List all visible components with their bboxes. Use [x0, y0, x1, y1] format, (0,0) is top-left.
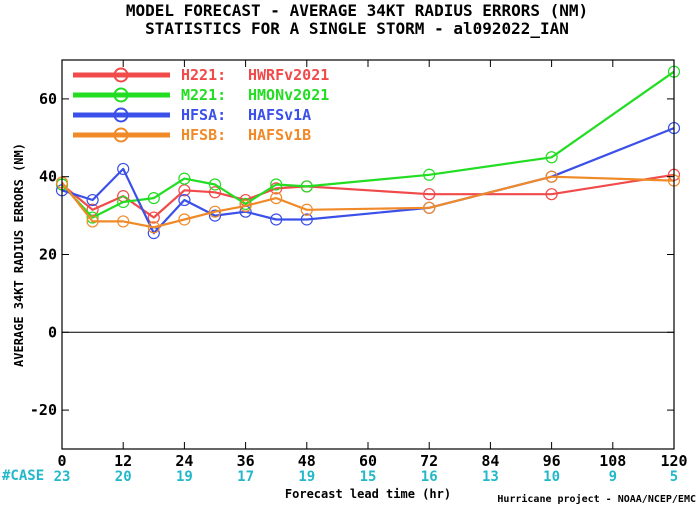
- case-count: 20: [115, 469, 132, 485]
- legend-swatch-marker: [113, 67, 129, 83]
- y-axis-title: AVERAGE 34KT RADIUS ERRORS (NM): [12, 143, 26, 367]
- series-2-point: [300, 213, 313, 226]
- axes: -20 0 20 40 60 0 12 24 36 48 60 72 84 96 108 120 23 20 19 1…: [30, 59, 688, 485]
- x-tick-label: 72: [420, 452, 438, 470]
- x-tick-label: 0: [57, 452, 66, 470]
- legend-model-code: M221:: [181, 86, 226, 104]
- x-tick-label: 108: [599, 452, 626, 470]
- series-group: [55, 65, 681, 240]
- series-1-point: [86, 211, 99, 224]
- series-3-point: [208, 205, 222, 218]
- case-count: 19: [298, 469, 315, 485]
- series-3-point: [178, 213, 191, 226]
- series-2-point: [270, 213, 283, 226]
- legend-item-0: H221: HWRFv2021: [73, 66, 329, 84]
- series-3-point: [86, 215, 99, 228]
- legend-model-name: HMONv2021: [248, 86, 329, 104]
- series-3-point: [300, 203, 313, 216]
- case-count: 13: [482, 469, 499, 485]
- x-tick-label: 12: [114, 452, 132, 470]
- series-3-point: [423, 201, 436, 214]
- x-tick-label: 60: [359, 452, 377, 470]
- x-tick-label: 36: [237, 452, 255, 470]
- x-tick-label: 48: [298, 452, 316, 470]
- credit-text: Hurricane project - NOAA/NCEP/EMC: [497, 493, 696, 505]
- series-0-point: [545, 188, 558, 201]
- x-tick-label: 24: [175, 452, 193, 470]
- legend-swatch-marker: [113, 127, 129, 143]
- legend-item-2: HFSA: HAFSv1A: [73, 106, 311, 124]
- legend-model-code: HFSA:: [181, 106, 226, 124]
- series-2-point: [208, 209, 222, 222]
- series-1-point: [208, 178, 222, 191]
- case-count: 9: [609, 469, 617, 485]
- series-1-point: [270, 178, 283, 191]
- series-0-point: [178, 184, 191, 197]
- legend: H221: HWRFv2021 M221: HMONv2021 HFSA: HAFSv1A…: [73, 66, 329, 144]
- chart-subtitle: STATISTICS FOR A SINGLE STORM - al092022…: [145, 19, 569, 38]
- series-2-point: [117, 162, 130, 176]
- x-tick-label: 120: [660, 452, 687, 470]
- chart-title: MODEL FORECAST - AVERAGE 34KT RADIUS ERR…: [126, 1, 588, 20]
- legend-model-name: HAFSv1B: [248, 126, 311, 144]
- x-tick-label: 84: [481, 452, 499, 470]
- y-tick-label: -20: [30, 401, 57, 419]
- series-1-point: [147, 191, 160, 205]
- legend-model-code: H221:: [181, 66, 226, 84]
- series-3-point: [545, 170, 558, 183]
- case-label: #CASE: [2, 468, 44, 484]
- y-tick-label: 20: [39, 246, 57, 264]
- legend-model-name: HWRFv2021: [248, 66, 329, 84]
- series-3-point: [117, 215, 130, 228]
- series-1-point: [545, 151, 558, 164]
- x-tick-label: 96: [543, 452, 561, 470]
- legend-swatch-marker: [113, 107, 129, 123]
- legend-item-3: HFSB: HAFSv1B: [73, 126, 311, 144]
- series-3-point: [239, 199, 252, 212]
- case-count: 23: [54, 469, 71, 485]
- legend-model-name: HAFSv1A: [248, 106, 311, 124]
- series-2-point: [86, 193, 99, 207]
- series-3-point: [147, 221, 160, 234]
- legend-model-code: HFSB:: [181, 126, 226, 144]
- case-count: 10: [543, 469, 560, 485]
- series-1-point: [117, 195, 130, 209]
- y-tick-label: 40: [39, 168, 57, 186]
- series-3-point: [270, 191, 283, 205]
- series-1-point: [300, 180, 313, 193]
- series-0-point: [208, 186, 222, 199]
- series-1-point: [423, 168, 436, 181]
- y-tick-label: 0: [48, 323, 57, 341]
- case-count: 17: [237, 469, 254, 485]
- plot-frame: [61, 59, 675, 450]
- y-tick-label: 60: [39, 90, 57, 108]
- legend-item-1: M221: HMONv2021: [73, 86, 329, 104]
- case-count: 16: [421, 469, 438, 485]
- series-0-point: [86, 203, 99, 216]
- series-0-point: [147, 211, 160, 224]
- series-2-point: [178, 193, 191, 207]
- x-axis-title: Forecast lead time (hr): [285, 487, 451, 501]
- case-count: 19: [176, 469, 193, 485]
- case-count: 15: [360, 469, 377, 485]
- series-1-point: [178, 172, 191, 185]
- legend-swatch-marker: [113, 87, 129, 103]
- series-line-3: [61, 175, 675, 229]
- case-count: 5: [670, 469, 678, 485]
- series-0-point: [423, 188, 436, 201]
